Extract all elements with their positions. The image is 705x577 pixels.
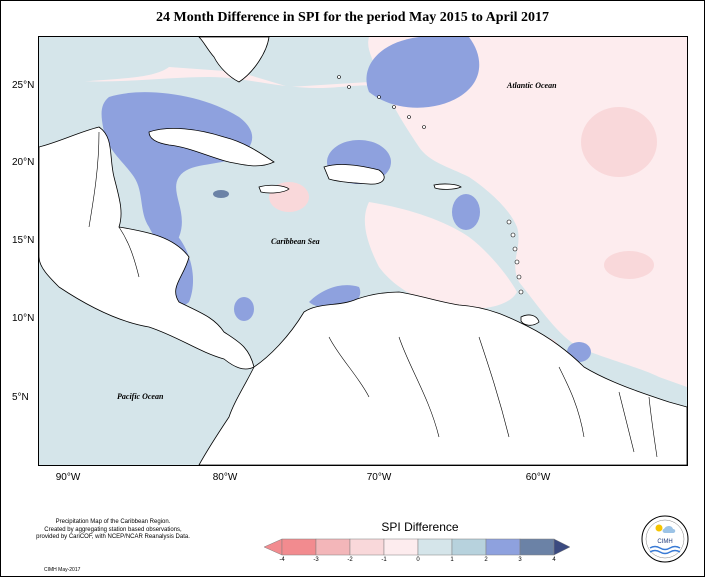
legend-tick: -3	[313, 557, 319, 563]
legend-swatch	[315, 538, 351, 556]
pink-central-south-area	[364, 202, 517, 309]
legend-title: SPI Difference	[381, 520, 459, 534]
legend-swatch	[383, 538, 419, 556]
land-jamaica	[258, 184, 290, 194]
legend-tick: 0	[416, 557, 420, 563]
footer-line: provided by CariCOF, with NCEP/NCAR Rean…	[36, 534, 190, 540]
legend-tick: -4	[279, 557, 285, 563]
lon-label-90w: 90°W	[55, 472, 81, 483]
map-svg	[39, 37, 687, 465]
map-panel[interactable]	[38, 36, 688, 466]
blue-area-cuba	[101, 92, 253, 246]
credit-text: CIMH May-2017	[44, 567, 81, 573]
lat-label-10n: 10°N	[12, 313, 35, 324]
blue-area-bahamas	[366, 37, 480, 108]
lat-label-25n: 25°N	[12, 80, 35, 91]
land-puerto-rico	[433, 183, 462, 190]
footer-note: Precipitation Map of the Caribbean Regio…	[10, 519, 216, 542]
legend-swatch	[417, 538, 453, 556]
light-blue-area	[39, 37, 375, 87]
atlantic-ocean-label: Atlantic Ocean	[507, 81, 557, 90]
lat-label-15n: 15°N	[12, 235, 35, 246]
land-cuba	[148, 128, 275, 167]
legend-arrow-left	[264, 538, 283, 556]
pacific-ocean-label: Pacific Ocean	[117, 392, 164, 401]
pink-northeast-area	[443, 37, 687, 297]
caribbean-sea-label: Caribbean Sea	[271, 237, 320, 246]
legend-tick: 2	[484, 557, 488, 563]
pink-blob-southeast	[604, 251, 654, 279]
land-south-america	[198, 291, 687, 465]
lesser-antilles	[337, 75, 524, 295]
pink-blob-east	[581, 107, 657, 177]
land-hispaniola	[323, 164, 385, 185]
lat-label-5n: 5°N	[12, 392, 29, 403]
lon-label-60w: 60°W	[525, 472, 551, 483]
legend-tick: 1	[450, 557, 454, 563]
legend-tick: -2	[347, 557, 353, 563]
legend-swatch	[519, 538, 555, 556]
legend-swatch	[485, 538, 521, 556]
footer-line: Precipitation Map of the Caribbean Regio…	[55, 519, 171, 525]
legend-tick: 3	[518, 557, 522, 563]
logo-text: CIMH	[657, 539, 672, 545]
footer-line: Created by aggregating station based obs…	[44, 526, 182, 533]
legend-colorbar	[264, 538, 570, 556]
map-title: 24 Month Difference in SPI for the perio…	[155, 10, 549, 25]
legend-tick: 4	[552, 557, 556, 563]
cimh-logo-icon: CIMH	[641, 515, 689, 563]
legend-tick: -1	[381, 557, 387, 563]
lon-label-80w: 80°W	[212, 472, 238, 483]
legend-arrow-right	[553, 538, 570, 556]
land-trinidad	[520, 314, 540, 326]
lon-label-70w: 70°W	[366, 472, 392, 483]
country-borders	[88, 131, 658, 458]
land-mexico-central-america	[39, 126, 255, 370]
legend-swatch	[349, 538, 385, 556]
lat-label-20n: 20°N	[12, 157, 35, 168]
darker-blue-spot	[213, 190, 229, 198]
land-florida	[198, 37, 270, 83]
land-masses	[39, 37, 687, 465]
legend-swatch	[281, 538, 317, 556]
blue-area-puerto-rico	[452, 194, 480, 230]
legend-swatch	[451, 538, 487, 556]
blue-area-nicaragua	[234, 297, 254, 321]
